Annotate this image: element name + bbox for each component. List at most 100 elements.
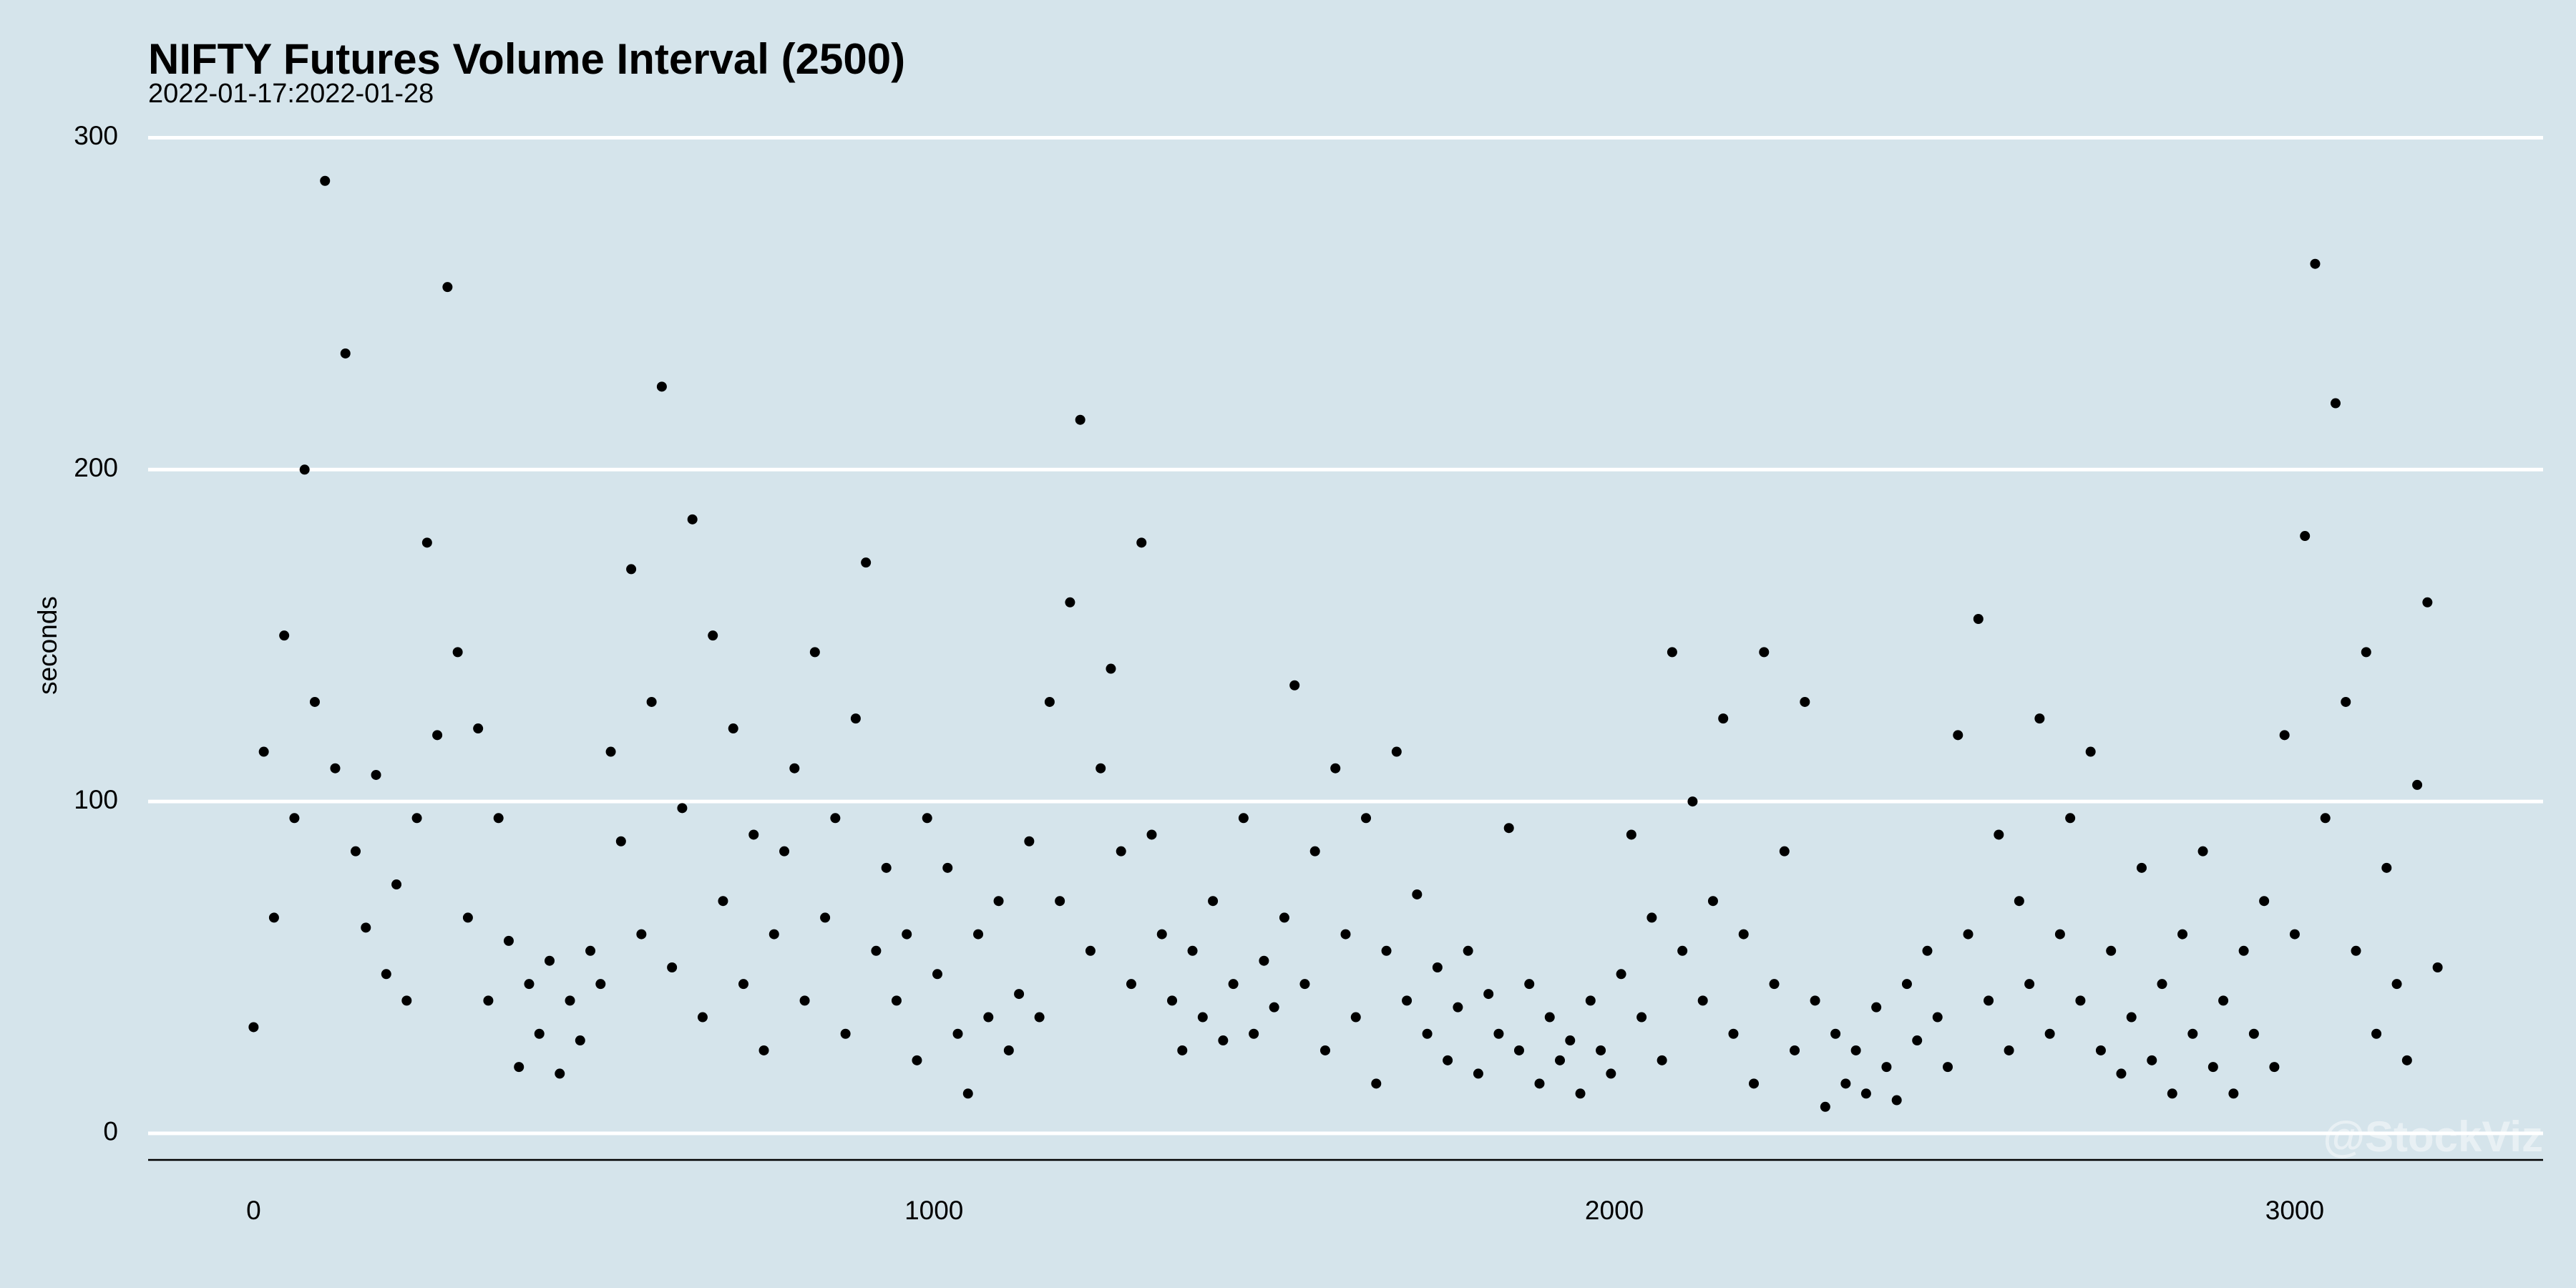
point [330, 763, 341, 774]
point [1309, 846, 1320, 857]
chart-subtitle: 2022-01-17:2022-01-28 [148, 79, 434, 109]
point [2177, 929, 2188, 940]
point [2207, 1062, 2218, 1073]
point [391, 879, 402, 890]
point [1330, 763, 1341, 774]
point [442, 282, 453, 293]
point [728, 723, 738, 734]
point [779, 846, 790, 857]
point [1044, 696, 1055, 707]
point [248, 1022, 259, 1033]
point [697, 1012, 708, 1023]
point [656, 381, 667, 392]
point [1391, 746, 1402, 757]
point [1126, 979, 1136, 990]
point [1238, 813, 1249, 824]
point [667, 962, 678, 972]
point [2289, 929, 2300, 940]
point [351, 846, 361, 857]
point [1381, 945, 1392, 956]
point [361, 922, 371, 933]
point [1585, 995, 1596, 1006]
point [748, 829, 759, 840]
point [1014, 989, 1025, 1000]
point [758, 1045, 769, 1055]
point [381, 969, 391, 980]
point [1422, 1028, 1433, 1039]
point [2381, 862, 2392, 873]
point [2147, 1055, 2157, 1065]
point [1075, 414, 1085, 425]
point [258, 746, 269, 757]
point [1646, 912, 1657, 923]
point [2238, 945, 2249, 956]
point [1544, 1012, 1555, 1023]
point [2024, 979, 2035, 990]
point [1718, 713, 1729, 724]
point [871, 945, 882, 956]
point [1503, 823, 1514, 834]
point [942, 862, 953, 873]
point [1871, 1002, 1882, 1013]
point [1707, 896, 1718, 907]
point [555, 1068, 565, 1079]
point [1994, 829, 2004, 840]
point [493, 813, 504, 824]
point [2136, 862, 2147, 873]
point [1850, 1045, 1861, 1055]
point [411, 813, 422, 824]
point [2157, 979, 2167, 990]
point [718, 896, 728, 907]
point [636, 929, 647, 940]
point [952, 1028, 963, 1039]
point [1259, 955, 1269, 966]
x-tick-label: 1000 [904, 1196, 963, 1225]
point [1106, 663, 1116, 674]
point [2034, 713, 2045, 724]
point [340, 348, 351, 358]
point [687, 514, 698, 525]
point [1269, 1002, 1279, 1013]
point [2401, 1055, 2412, 1065]
point [1922, 945, 1933, 956]
point [2228, 1088, 2239, 1099]
point [1677, 945, 1688, 956]
point [1881, 1062, 1892, 1073]
point [1616, 969, 1626, 980]
point [1228, 979, 1239, 990]
point [1187, 945, 1198, 956]
point [2116, 1068, 2127, 1079]
point [503, 935, 514, 946]
point [1513, 1045, 1524, 1055]
point [2054, 929, 2065, 940]
point [371, 769, 381, 780]
point [2341, 696, 2351, 707]
point [820, 912, 831, 923]
x-tick-label: 3000 [2265, 1196, 2324, 1225]
point [1973, 613, 1984, 624]
y-axis-title: seconds [33, 596, 62, 695]
point [840, 1028, 851, 1039]
point [809, 647, 820, 658]
point [2044, 1028, 2055, 1039]
point [1901, 979, 1912, 990]
point [268, 912, 279, 923]
point [626, 564, 637, 575]
point [1912, 1035, 1923, 1046]
point [2351, 945, 2361, 956]
point [299, 464, 310, 475]
point [891, 995, 902, 1006]
point [1524, 979, 1535, 990]
point [1197, 1012, 1208, 1023]
point [1493, 1028, 1504, 1039]
point [1443, 1055, 1453, 1065]
point [1279, 912, 1289, 923]
point [452, 647, 463, 658]
point [1565, 1035, 1576, 1046]
point [830, 813, 841, 824]
point [605, 746, 616, 757]
point [799, 995, 810, 1006]
point [1136, 537, 1147, 548]
point [309, 696, 320, 707]
